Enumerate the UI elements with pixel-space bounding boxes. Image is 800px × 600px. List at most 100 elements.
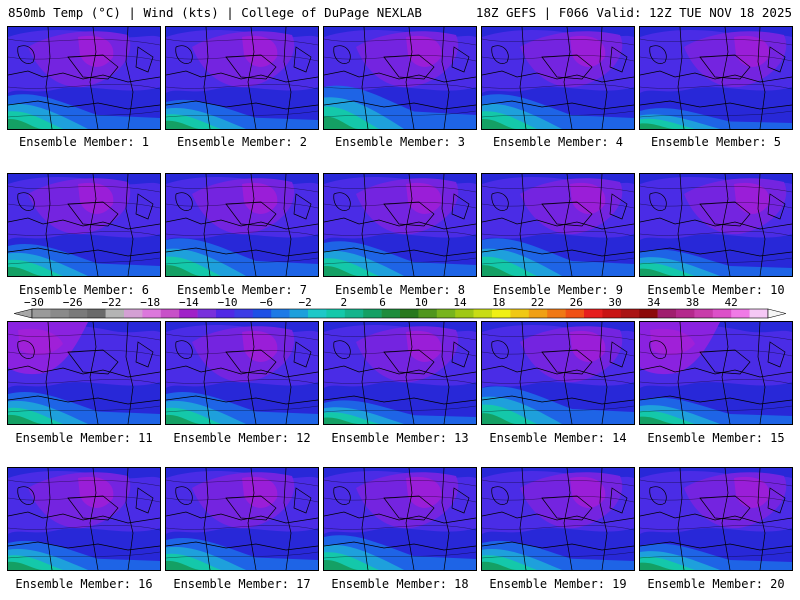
colorbar-high-arrow: [767, 308, 786, 319]
ensemble-member-map: [481, 467, 635, 571]
colorbar-swatch: [620, 309, 640, 318]
header-valid-time: 18Z GEFS | F066 Valid: 12Z TUE NOV 18 20…: [475, 5, 792, 20]
colorbar-swatch: [308, 309, 327, 318]
ensemble-member-caption: Ensemble Member: 16: [15, 577, 153, 591]
ensemble-member-caption: Ensemble Member: 13: [331, 431, 469, 445]
ensemble-member-caption: Ensemble Member: 14: [489, 431, 627, 445]
ensemble-member-caption: Ensemble Member: 19: [489, 577, 627, 591]
colorbar-swatch: [584, 309, 603, 318]
ensemble-member-map: [639, 173, 793, 277]
ensemble-member-map: [7, 173, 161, 277]
colorbar-swatch: [68, 309, 88, 318]
ensemble-member-map: [639, 321, 793, 425]
colorbar-tick-label: 30: [608, 296, 622, 309]
colorbar-swatch: [179, 309, 198, 318]
colorbar-swatch: [326, 309, 346, 318]
colorbar-tick-label: 38: [685, 296, 700, 309]
ensemble-member-map: [323, 321, 477, 425]
colorbar-tick-label: 14: [453, 296, 467, 309]
colorbar-tick-label: 22: [530, 296, 545, 309]
colorbar-swatch: [547, 309, 566, 318]
ensemble-member-caption: Ensemble Member: 6: [18, 283, 150, 297]
ensemble-member-caption: Ensemble Member: 7: [176, 283, 308, 297]
colorbar-swatch: [436, 309, 456, 318]
colorbar-swatch: [455, 309, 474, 318]
ensemble-member-map: [323, 26, 477, 130]
colorbar-swatch: [492, 309, 511, 318]
colorbar-swatch: [749, 309, 769, 318]
ensemble-member-caption: Ensemble Member: 4: [492, 135, 624, 149]
colorbar-tick-label: 2: [340, 296, 348, 309]
ensemble-member-caption: Ensemble Member: 2: [176, 135, 308, 149]
colorbar-swatch: [473, 309, 493, 318]
colorbar-tick-label: −6: [259, 296, 273, 309]
ensemble-member-caption: Ensemble Member: 8: [334, 283, 466, 297]
colorbar-swatch: [400, 309, 419, 318]
colorbar-swatch: [142, 309, 162, 318]
colorbar-tick-label: −18: [140, 296, 161, 309]
colorbar-swatch: [105, 309, 125, 318]
ensemble-member-map: [7, 26, 161, 130]
temperature-colorbar: −30 −26 −22 −18 −14 −10 −6 −2 2 6 10 14 18 22 26 30 34 38…: [14, 297, 786, 321]
colorbar-swatch: [344, 309, 364, 318]
ensemble-member-map: [165, 321, 319, 425]
ensemble-member-caption: Ensemble Member: 5: [650, 135, 782, 149]
colorbar-tick-label: −30: [23, 296, 44, 309]
colorbar-swatch: [160, 309, 180, 318]
colorbar-tick-label: 26: [569, 296, 583, 309]
ensemble-member-caption: Ensemble Member: 15: [647, 431, 785, 445]
colorbar-swatch: [418, 309, 438, 318]
colorbar-swatch: [271, 309, 290, 318]
ensemble-member-caption: Ensemble Member: 12: [173, 431, 311, 445]
colorbar-swatch: [252, 309, 272, 318]
colorbar-swatch: [528, 309, 548, 318]
colorbar-swatch: [216, 309, 235, 318]
colorbar-swatch: [381, 309, 401, 318]
colorbar-tick-label: −10: [217, 296, 238, 309]
ensemble-member-caption: Ensemble Member: 3: [334, 135, 466, 149]
colorbar-strip: [14, 308, 786, 319]
ensemble-member-map: [639, 26, 793, 130]
ensemble-member-map: [639, 467, 793, 571]
colorbar-swatch: [565, 309, 585, 318]
colorbar-swatch: [712, 309, 732, 318]
colorbar-swatch: [602, 309, 622, 318]
colorbar-swatch: [197, 309, 217, 318]
colorbar-swatch: [363, 309, 382, 318]
ensemble-member-map: [7, 321, 161, 425]
colorbar-swatch: [676, 309, 695, 318]
colorbar-swatch: [510, 309, 530, 318]
ensemble-member-map: [481, 321, 635, 425]
colorbar-swatch: [50, 309, 70, 318]
ensemble-member-map: [165, 173, 319, 277]
colorbar-swatch: [32, 309, 51, 318]
ensemble-member-caption: Ensemble Member: 17: [173, 577, 311, 591]
ensemble-member-map: [323, 173, 477, 277]
colorbar-tick-label: −14: [178, 296, 199, 309]
colorbar-swatch: [124, 309, 143, 318]
ensemble-member-map: [165, 26, 319, 130]
colorbar-tick-label: 18: [492, 296, 506, 309]
ensemble-member-caption: Ensemble Member: 20: [647, 577, 785, 591]
colorbar-swatch: [639, 309, 658, 318]
ensemble-member-map: [323, 467, 477, 571]
ensemble-member-map: [481, 26, 635, 130]
colorbar-swatch: [731, 309, 750, 318]
colorbar-tick-label: −22: [101, 296, 122, 309]
colorbar-tick-label: 6: [379, 296, 386, 309]
colorbar-swatch: [234, 309, 254, 318]
ensemble-member-caption: Ensemble Member: 10: [647, 283, 785, 297]
colorbar-low-arrow: [14, 308, 33, 319]
colorbar-swatch: [87, 309, 106, 318]
colorbar-tick-label: 42: [724, 296, 738, 309]
header-title: 850mb Temp (°C) | Wind (kts) | College o…: [8, 5, 422, 20]
colorbar-swatch: [694, 309, 714, 318]
ensemble-member-caption: Ensemble Member: 9: [492, 283, 624, 297]
colorbar-tick-label: 34: [647, 296, 661, 309]
ensemble-member-map: [165, 467, 319, 571]
colorbar-tick-label: −26: [62, 296, 83, 309]
ensemble-member-map: [7, 467, 161, 571]
ensemble-member-caption: Ensemble Member: 1: [18, 135, 150, 149]
ensemble-member-map: [481, 173, 635, 277]
colorbar-tick-label: 10: [414, 296, 428, 309]
